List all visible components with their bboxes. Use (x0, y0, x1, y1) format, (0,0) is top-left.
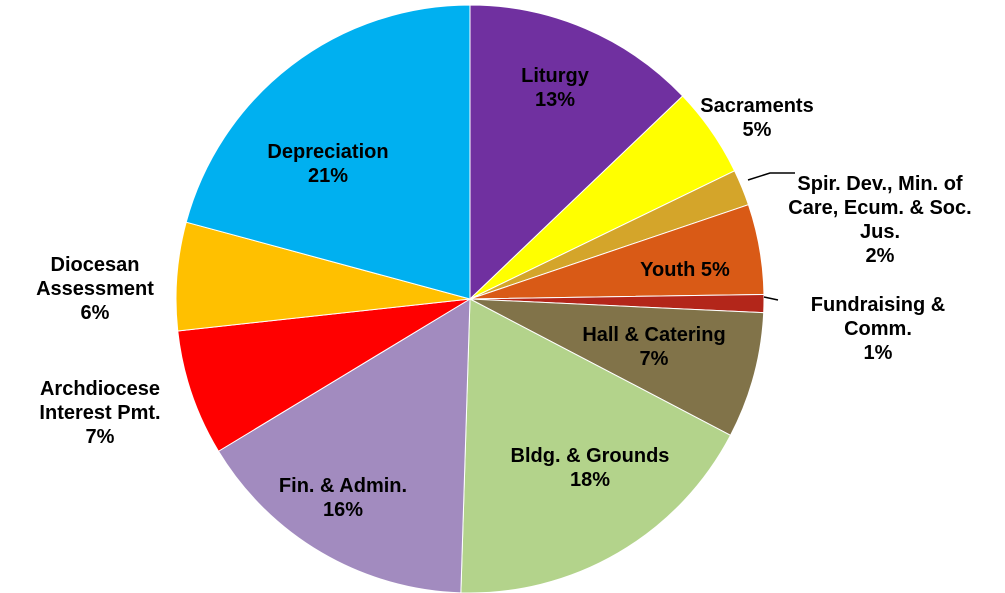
slice-label: Bldg. & Grounds 18% (480, 444, 700, 492)
slice-label: Depreciation 21% (238, 140, 418, 188)
value-label: 5% (742, 119, 772, 141)
slice-label: Fin. & Admin. 16% (243, 474, 443, 522)
value-label: 1% (863, 342, 893, 364)
category-label: Spir. Dev., Min. of Care, Ecum. & Soc. J… (788, 173, 972, 243)
pie-slice (460, 298, 732, 593)
value-label: 7% (85, 426, 115, 448)
slice-label: Liturgy 13% (475, 64, 635, 112)
leader-line (763, 296, 779, 301)
category-label: Fundraising & Comm. (810, 294, 946, 340)
pie-slice (469, 4, 684, 301)
value-label: 18% (569, 469, 611, 491)
category-label: Fin. & Admin. (278, 475, 408, 497)
value-label: 5% (700, 259, 730, 281)
category-label: Hall & Catering (582, 324, 726, 346)
leader-line (747, 172, 795, 181)
slice-label: Youth 5% (605, 258, 765, 282)
category-label: Diocesan Assessment (36, 254, 154, 300)
slice-label: Archdiocese Interest Pmt. 7% (10, 377, 190, 449)
slice-label: Sacraments 5% (677, 94, 837, 142)
category-label: Sacraments (700, 95, 814, 117)
pie-slice (217, 298, 471, 593)
slice-label: Spir. Dev., Min. of Care, Ecum. & Soc. J… (780, 172, 980, 268)
slice-label: Diocesan Assessment 6% (20, 253, 170, 325)
pie-slice (185, 4, 471, 300)
category-label: Depreciation (267, 141, 389, 163)
category-label: Archdiocese Interest Pmt. (39, 378, 161, 424)
value-label: 2% (865, 245, 895, 267)
pie-slice (469, 298, 765, 436)
slice-label: Fundraising & Comm. 1% (788, 293, 968, 365)
pie-slice (177, 298, 471, 452)
value-label: 13% (534, 89, 576, 111)
category-label: Bldg. & Grounds (510, 445, 670, 467)
value-label: 6% (80, 302, 110, 324)
value-label: 16% (322, 499, 364, 521)
slice-label: Hall & Catering 7% (554, 323, 754, 371)
value-label: 21% (307, 165, 349, 187)
category-label: Youth (640, 259, 696, 281)
value-label: 7% (639, 348, 669, 370)
category-label: Liturgy (521, 65, 589, 87)
